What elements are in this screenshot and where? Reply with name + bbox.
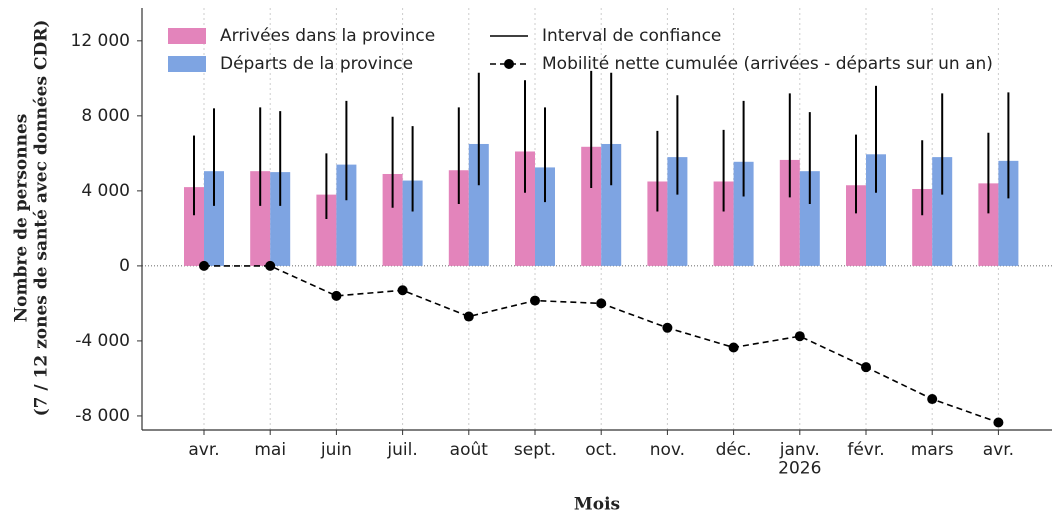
y-tick-label: -8 000	[75, 406, 130, 426]
legend-swatch	[168, 56, 206, 72]
x-tick-label: janv. 2026	[778, 440, 821, 479]
bar	[402, 180, 423, 266]
bar	[779, 159, 800, 266]
bar	[382, 173, 403, 266]
bar	[713, 181, 734, 266]
y-tick-label: 12 000	[71, 31, 130, 51]
x-tick-label: mai	[254, 440, 286, 460]
point	[463, 311, 474, 322]
y-tick-label: -4 000	[75, 331, 130, 351]
x-tick-label: sept.	[514, 440, 556, 460]
bar	[336, 164, 357, 266]
bar	[601, 143, 622, 266]
x-axis-title: Mois	[574, 495, 620, 515]
y-tick-label: 4 000	[81, 181, 130, 201]
x-tick-label: juin	[320, 440, 352, 460]
bar	[998, 160, 1019, 266]
point	[662, 322, 673, 333]
point	[199, 260, 209, 271]
bar	[581, 146, 602, 266]
bar	[535, 167, 555, 266]
bar	[515, 151, 535, 266]
legend-label: Arrivées dans la province	[220, 26, 435, 46]
y-axis-title: Nombre de personnes	[12, 114, 32, 323]
bar	[468, 143, 489, 266]
bar	[250, 171, 271, 266]
legend-label: Mobilité nette cumulée (arrivées - dépar…	[542, 54, 993, 74]
bar	[866, 154, 886, 266]
bar	[799, 171, 820, 266]
bar	[316, 194, 337, 266]
point	[861, 362, 871, 373]
bar	[932, 157, 953, 266]
x-tick-label: nov.	[650, 440, 685, 460]
bar	[204, 171, 224, 266]
legend-label: Départs de la province	[220, 54, 413, 74]
point	[794, 331, 805, 342]
y-tick-label: 8 000	[81, 106, 130, 126]
y-axis-title: (7 / 12 zones de santé avec données CDR)	[32, 20, 52, 417]
y-tick-label: 0	[119, 256, 130, 276]
bar	[270, 172, 291, 266]
x-tick-label: avr.	[983, 440, 1014, 460]
point	[728, 342, 739, 353]
bar	[846, 185, 866, 266]
bar	[978, 183, 999, 266]
bar	[912, 188, 933, 266]
x-tick-label: mars	[911, 440, 954, 460]
point	[993, 417, 1004, 428]
bar	[184, 187, 204, 266]
point	[331, 290, 342, 301]
x-tick-label: avr.	[188, 440, 219, 460]
legend-swatch	[504, 59, 514, 69]
point	[596, 298, 607, 309]
x-tick-label: oct.	[585, 440, 617, 460]
legend-swatch	[168, 28, 206, 44]
point	[397, 285, 408, 296]
point	[265, 260, 276, 271]
x-tick-label: août	[450, 440, 489, 460]
x-tick-label: déc.	[716, 440, 752, 460]
point	[530, 295, 540, 306]
bar	[647, 181, 668, 266]
point	[927, 394, 938, 405]
bar	[733, 161, 754, 266]
legend-label: Interval de confiance	[542, 26, 721, 46]
bar	[667, 157, 688, 266]
x-tick-label: juil.	[386, 440, 417, 460]
x-tick-label: févr.	[847, 440, 884, 460]
bar	[448, 170, 469, 266]
